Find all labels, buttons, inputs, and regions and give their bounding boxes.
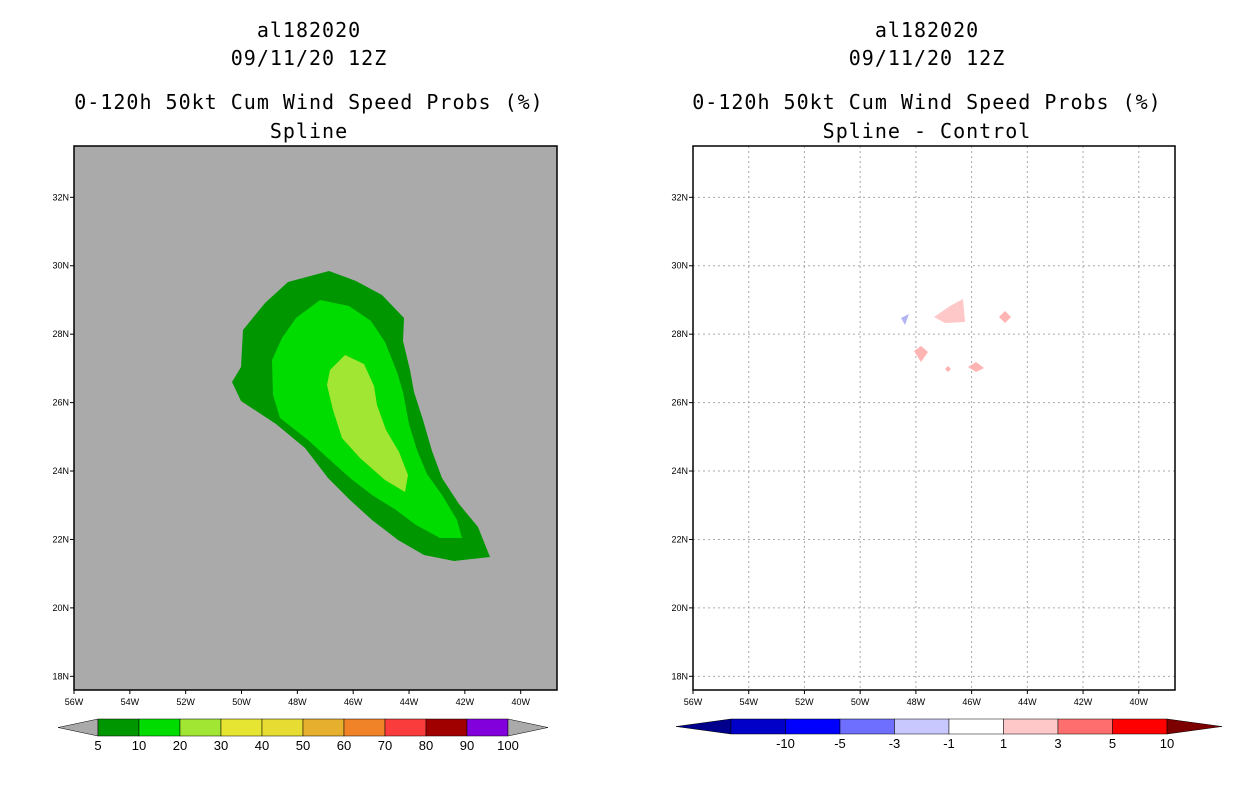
left-colorbar-label: 60 bbox=[337, 738, 351, 753]
left-colorbar-swatch bbox=[425, 718, 468, 737]
right-lat-label: 22N bbox=[671, 534, 688, 544]
left-colorbar-label: 30 bbox=[214, 738, 228, 753]
right-lat-label: 20N bbox=[671, 603, 688, 613]
left-colorbar-swatch bbox=[97, 718, 140, 737]
left-colorbar-swatch bbox=[261, 718, 304, 737]
right-lon-label: 42W bbox=[1074, 697, 1093, 707]
left-colorbar-swatch bbox=[302, 718, 345, 737]
right-lon-label: 54W bbox=[739, 697, 758, 707]
right-colorbar-swatch bbox=[730, 718, 786, 735]
right-colorbar-label: 10 bbox=[1160, 736, 1174, 751]
left-colorbar-swatch bbox=[384, 718, 427, 737]
left-colorbar-label: 40 bbox=[255, 738, 269, 753]
right-lon-label: 44W bbox=[1018, 697, 1037, 707]
right-colorbar-high-end bbox=[1166, 718, 1223, 735]
diff-blob-positive bbox=[934, 299, 965, 323]
right-map: 32N 30N 28N 26N 24N 22N 20N 18N 56W 54W 52W 50W 48W 4… bbox=[671, 145, 1223, 751]
left-panel: al182020 09/11/20 12Z 0-120h 50kt Cum Wi… bbox=[52, 18, 558, 753]
left-frame bbox=[73, 145, 558, 691]
left-lat-label: 24N bbox=[52, 466, 69, 476]
left-colorbar-label: 5 bbox=[94, 738, 101, 753]
right-lat-label: 24N bbox=[671, 466, 688, 476]
right-colorbar-swatch bbox=[894, 718, 950, 735]
right-storm-id: al182020 bbox=[874, 18, 980, 42]
right-colorbar-label: -1 bbox=[943, 736, 955, 751]
left-lat-label: 22N bbox=[52, 534, 69, 544]
left-colorbar-label: 50 bbox=[296, 738, 310, 753]
left-lon-label: 46W bbox=[344, 697, 363, 707]
right-colorbar-swatch bbox=[1112, 718, 1168, 735]
left-lon-label: 40W bbox=[511, 697, 530, 707]
left-lon-label: 48W bbox=[288, 697, 307, 707]
diff-blob-positive bbox=[914, 346, 928, 362]
right-lat-label: 18N bbox=[671, 671, 688, 681]
right-lon-label: 48W bbox=[907, 697, 926, 707]
right-lat-label: 26N bbox=[671, 398, 688, 408]
diff-blob-positive bbox=[945, 366, 951, 372]
left-lat-label: 26N bbox=[52, 398, 69, 408]
left-colorbar-swatch bbox=[138, 718, 181, 737]
right-colorbar-label: 5 bbox=[1109, 736, 1116, 751]
left-lon-label: 50W bbox=[232, 697, 251, 707]
right-panel: al182020 09/11/20 12Z 0-120h 50kt Cum Wi… bbox=[618, 0, 1236, 800]
right-lon-label: 40W bbox=[1130, 697, 1149, 707]
left-colorbar-label: 20 bbox=[173, 738, 187, 753]
left-lat-label: 20N bbox=[52, 603, 69, 613]
right-colorbar-label: 1 bbox=[1000, 736, 1007, 751]
left-lat-label: 18N bbox=[52, 671, 69, 681]
right-colorbar-label: -10 bbox=[776, 736, 795, 751]
right-lon-label: 46W bbox=[962, 697, 981, 707]
right-lat-label: 28N bbox=[671, 329, 688, 339]
right-colorbar-label: -3 bbox=[889, 736, 901, 751]
right-datetime: 09/11/20 12Z bbox=[848, 46, 1006, 70]
left-colorbar-swatch bbox=[466, 718, 509, 737]
right-lon-label: 50W bbox=[851, 697, 870, 707]
right-colorbar-swatch bbox=[785, 718, 841, 735]
left-lon-label: 54W bbox=[121, 697, 140, 707]
left-lon-label: 56W bbox=[65, 697, 84, 707]
left-lon-label: 44W bbox=[400, 697, 419, 707]
left-product-title: 0-120h 50kt Cum Wind Speed Probs (%) bbox=[74, 90, 544, 114]
right-lat-label: 32N bbox=[671, 192, 688, 202]
left-storm-id: al182020 bbox=[256, 18, 362, 42]
right-lon-label: 56W bbox=[684, 697, 703, 707]
left-colorbar-label: 70 bbox=[378, 738, 392, 753]
left-lat-label: 32N bbox=[52, 192, 69, 202]
diff-blob-positive bbox=[968, 362, 984, 372]
left-lon-label: 42W bbox=[456, 697, 475, 707]
diff-blob-positive bbox=[999, 311, 1011, 323]
right-colorbar-swatch bbox=[1057, 718, 1113, 735]
right-colorbar-swatch bbox=[1003, 718, 1059, 735]
left-method-title: Spline bbox=[269, 119, 349, 143]
left-colorbar-label: 90 bbox=[460, 738, 474, 753]
left-colorbar-label: 80 bbox=[419, 738, 433, 753]
left-lon-label: 52W bbox=[176, 697, 195, 707]
prob-contour-20 bbox=[327, 355, 408, 492]
right-product-title: 0-120h 50kt Cum Wind Speed Probs (%) bbox=[692, 90, 1162, 114]
left-colorbar-low-end bbox=[57, 718, 99, 737]
right-colorbar-label: 3 bbox=[1054, 736, 1061, 751]
left-map: 32N 30N 28N 26N 24N 22N 20N 18N 56W 54W 52W 50W 48W 4… bbox=[52, 145, 558, 753]
right-lon-label: 52W bbox=[795, 697, 814, 707]
left-colorbar-swatch bbox=[220, 718, 263, 737]
left-colorbar-label: 100 bbox=[497, 738, 519, 753]
right-colorbar-swatch bbox=[948, 718, 1004, 735]
right-colorbar-low-end bbox=[675, 718, 732, 735]
left-colorbar-high-end bbox=[507, 718, 549, 737]
left-colorbar-swatch bbox=[179, 718, 222, 737]
right-lat-label: 30N bbox=[671, 261, 688, 271]
left-datetime: 09/11/20 12Z bbox=[230, 46, 388, 70]
left-lat-label: 28N bbox=[52, 329, 69, 339]
diff-blob-negative bbox=[901, 314, 909, 325]
right-frame bbox=[692, 145, 1176, 691]
left-colorbar-swatch bbox=[343, 718, 386, 737]
right-plot-background bbox=[693, 146, 1175, 690]
left-colorbar-label: 10 bbox=[132, 738, 146, 753]
left-lat-label: 30N bbox=[52, 261, 69, 271]
right-colorbar-label: -5 bbox=[834, 736, 846, 751]
right-colorbar-swatch bbox=[839, 718, 895, 735]
right-method-title: Spline - Control bbox=[822, 119, 1032, 143]
